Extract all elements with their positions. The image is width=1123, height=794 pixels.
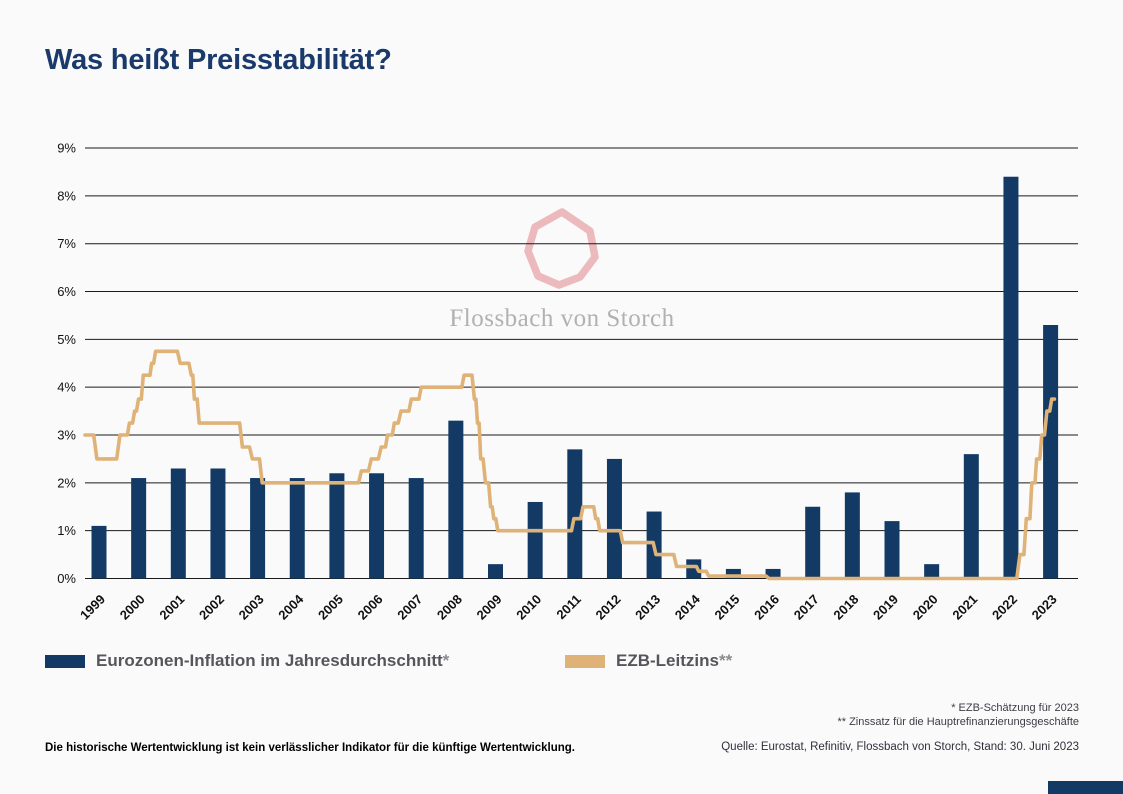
- bar-2021: [963, 454, 979, 579]
- x-axis-label-2023: 2023: [1029, 592, 1060, 623]
- y-axis-label-9%: 9%: [57, 141, 76, 156]
- page-title: Was heißt Preisstabilität?: [45, 44, 392, 76]
- bar-2008: [448, 420, 464, 579]
- y-axis-label-7%: 7%: [57, 236, 76, 251]
- bar-2019: [884, 521, 900, 579]
- y-axis-labels: 0% 1% 2% 3% 4% 5% 6% 7% 8% 9%: [57, 141, 76, 586]
- inflation-series-label-text: Eurozonen-Inflation im Jahresdurchschnit…: [96, 651, 443, 670]
- bar-2009: [488, 564, 503, 579]
- brand-bar: [1048, 781, 1123, 794]
- x-axis-label-2017: 2017: [791, 592, 822, 623]
- y-axis-label-5%: 5%: [57, 332, 76, 347]
- legend-item-leitzins: EZB-Leitzins**: [565, 651, 732, 671]
- bar-2002: [210, 468, 226, 579]
- legend: Eurozonen-Inflation im Jahresdurchschnit…: [0, 651, 1123, 679]
- x-axis-label-2021: 2021: [949, 592, 980, 623]
- leitzins-series-label: EZB-Leitzins**: [616, 651, 732, 671]
- watermark-pentagon-icon: [524, 208, 599, 289]
- bar-2007: [408, 478, 424, 579]
- bar-2000: [131, 478, 147, 579]
- leitzins-series-label-text: EZB-Leitzins: [616, 651, 719, 670]
- footnote-line-2: ** Zinssatz für die Hauptrefinanzierungs…: [837, 716, 1079, 728]
- x-axis-label-2008: 2008: [434, 592, 465, 623]
- y-axis-label-2%: 2%: [57, 475, 76, 490]
- bar-2015: [725, 568, 741, 579]
- bar-2018: [844, 492, 860, 579]
- x-axis-label-2000: 2000: [117, 592, 148, 623]
- ezb-rate-line: [83, 349, 1057, 581]
- legend-item-inflation: Eurozonen-Inflation im Jahresdurchschnit…: [45, 651, 449, 671]
- bar-2001: [170, 468, 186, 579]
- bar-2016: [765, 568, 781, 579]
- inflation-series-label: Eurozonen-Inflation im Jahresdurchschnit…: [96, 651, 449, 671]
- bar-2012: [606, 458, 622, 579]
- bar-1999: [91, 525, 107, 579]
- y-axis-label-4%: 4%: [57, 380, 76, 395]
- x-axis-label-2006: 2006: [355, 592, 386, 623]
- footnotes: * EZB-Schätzung für 2023 ** Zinssatz für…: [837, 701, 1079, 729]
- y-axis-label-0%: 0%: [57, 571, 76, 586]
- bar-2017: [805, 506, 821, 579]
- ezb-leitzins-line: [83, 349, 1057, 581]
- x-axis-label-2001: 2001: [156, 592, 187, 623]
- bar-2014: [686, 559, 702, 579]
- disclaimer-text: Die historische Wertentwicklung ist kein…: [45, 742, 575, 754]
- x-axis-label-2014: 2014: [672, 591, 704, 623]
- bar-2010: [527, 501, 543, 579]
- x-axis-label-2010: 2010: [513, 592, 544, 623]
- watermark-text: Flossbach von Storch: [449, 305, 674, 332]
- x-axis-label-2004: 2004: [275, 591, 307, 623]
- source-text: Quelle: Eurostat, Refinitiv, Flossbach v…: [721, 741, 1079, 753]
- x-axis-label-2013: 2013: [632, 592, 663, 623]
- x-axis-label-2016: 2016: [751, 592, 782, 623]
- bar-2006: [369, 473, 385, 579]
- x-axis-label-2012: 2012: [593, 592, 624, 623]
- x-axis-label-2005: 2005: [315, 592, 346, 623]
- x-axis-label-1999: 1999: [77, 592, 108, 623]
- y-axis-label-8%: 8%: [57, 188, 76, 203]
- y-axis-label-1%: 1%: [57, 523, 76, 538]
- inflation-vs-leitzins-chart: Flossbach von Storch 0% 1% 2% 3% 4% 5% 6% 7% 8% 9…: [57, 141, 1078, 623]
- x-axis-label-2007: 2007: [394, 592, 425, 623]
- x-axis-label-2018: 2018: [830, 592, 861, 623]
- bar-2023: [1043, 325, 1059, 579]
- bar-2011: [567, 449, 583, 579]
- footnote-line-1: * EZB-Schätzung für 2023: [951, 702, 1079, 714]
- leitzins-series-swatch: [565, 654, 605, 668]
- bar-2022: [1003, 176, 1019, 579]
- x-axis-label-2002: 2002: [196, 592, 227, 623]
- x-axis-label-2022: 2022: [989, 592, 1020, 623]
- y-axis-label-6%: 6%: [57, 284, 76, 299]
- x-axis-label-2019: 2019: [870, 592, 901, 623]
- y-axis-label-3%: 3%: [57, 428, 76, 443]
- bar-2020: [924, 564, 940, 579]
- inflation-bars: [91, 176, 1059, 579]
- x-axis-label-2011: 2011: [553, 592, 584, 623]
- x-axis-labels: 1999 2000 2001 2002 2003 2004 2005 2006 2007 2008…: [77, 591, 1060, 623]
- inflation-series-footnote-mark: *: [442, 651, 450, 670]
- bar-2005: [329, 473, 345, 579]
- x-axis-label-2003: 2003: [236, 592, 267, 623]
- x-axis-label-2009: 2009: [474, 592, 505, 623]
- watermark: Flossbach von Storch: [449, 208, 674, 332]
- x-axis-label-2020: 2020: [910, 592, 941, 623]
- bar-2004: [289, 478, 305, 579]
- x-axis-label-2015: 2015: [711, 592, 742, 623]
- inflation-series-swatch: [45, 654, 85, 668]
- bar-2003: [250, 478, 266, 579]
- leitzins-series-footnote-mark: **: [718, 651, 733, 670]
